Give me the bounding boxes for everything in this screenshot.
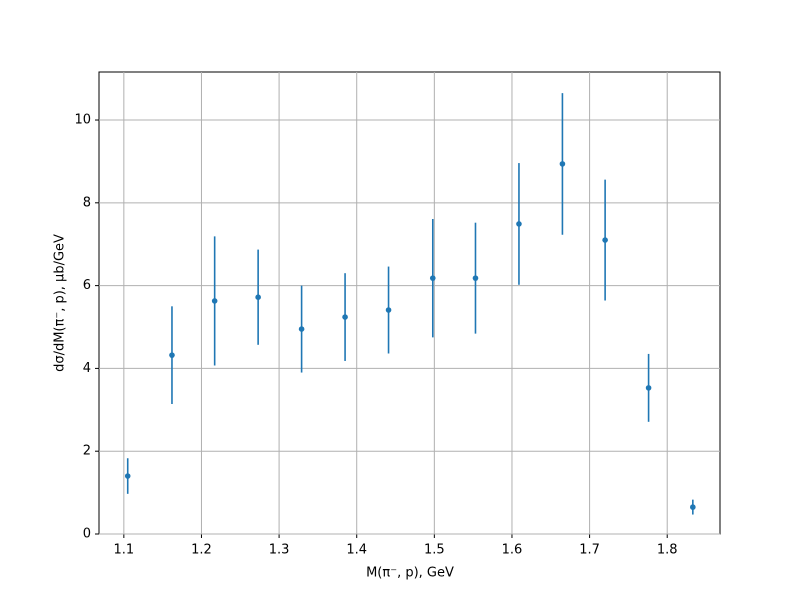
data-point xyxy=(516,221,522,227)
data-point xyxy=(211,298,218,304)
x-tick-label: 1.8 xyxy=(657,543,678,558)
x-tick-label: 1.5 xyxy=(424,543,445,558)
y-tick-label: 4 xyxy=(83,361,91,376)
data-point xyxy=(385,307,392,313)
y-tick-label: 6 xyxy=(83,278,91,293)
data-point xyxy=(255,294,261,301)
x-tick-label: 1.4 xyxy=(346,543,367,558)
data-point xyxy=(169,352,175,358)
data-point xyxy=(602,237,608,243)
x-tick-label: 1.1 xyxy=(113,543,134,558)
y-tick-label: 0 xyxy=(83,527,91,542)
y-tick-label: 2 xyxy=(83,444,91,459)
plot-frame xyxy=(98,71,721,535)
x-tick-label: 1.6 xyxy=(502,543,523,558)
data-point xyxy=(124,473,131,479)
data-point xyxy=(472,275,479,281)
y-tick-label: 8 xyxy=(83,195,91,210)
x-tick-label: 1.2 xyxy=(191,543,212,558)
x-tick-label: 1.7 xyxy=(579,543,600,558)
x-axis-label: M(π⁻, p), GeV xyxy=(366,566,454,581)
data-point xyxy=(342,314,348,320)
x-tick-label: 1.3 xyxy=(269,543,290,558)
data-point xyxy=(298,326,305,332)
data-point xyxy=(559,161,566,167)
y-tick-label: 10 xyxy=(74,113,91,128)
data-point xyxy=(645,385,652,391)
data-point xyxy=(690,504,696,510)
data-point xyxy=(429,275,436,281)
y-axis-label: dσ/dM(π⁻, p), μb/GeV xyxy=(53,234,68,372)
